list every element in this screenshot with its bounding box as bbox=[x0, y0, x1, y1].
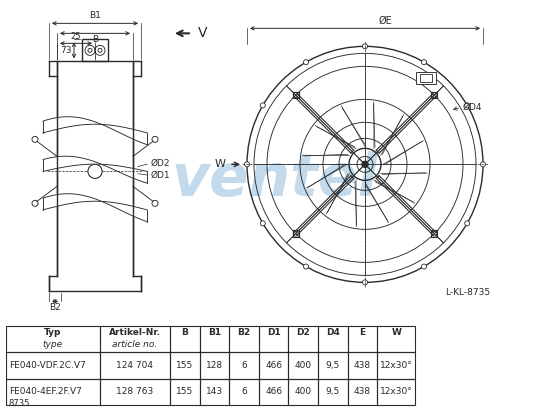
Text: 400: 400 bbox=[295, 361, 312, 370]
Circle shape bbox=[245, 162, 250, 167]
Circle shape bbox=[362, 280, 367, 285]
Text: 12x30°: 12x30° bbox=[380, 361, 412, 370]
Text: 466: 466 bbox=[265, 387, 282, 396]
Bar bbox=[289, 378, 318, 405]
Text: 143: 143 bbox=[206, 387, 223, 396]
Text: 438: 438 bbox=[354, 387, 371, 396]
Text: 124 704: 124 704 bbox=[117, 361, 153, 370]
Bar bbox=[100, 352, 170, 378]
Bar bbox=[200, 378, 229, 405]
Bar bbox=[170, 378, 200, 405]
Bar bbox=[377, 352, 415, 378]
Text: L-KL-8735: L-KL-8735 bbox=[445, 288, 490, 298]
Text: Typ: Typ bbox=[44, 328, 62, 337]
Text: B1: B1 bbox=[89, 11, 101, 20]
Circle shape bbox=[465, 103, 470, 108]
Bar bbox=[100, 378, 170, 405]
Circle shape bbox=[362, 161, 368, 167]
Text: ØD2: ØD2 bbox=[151, 159, 170, 168]
Bar bbox=[200, 352, 229, 378]
Circle shape bbox=[88, 164, 102, 178]
Text: 466: 466 bbox=[265, 361, 282, 370]
Text: ØD1: ØD1 bbox=[151, 171, 170, 180]
Text: FE040-VDF.2C.V7: FE040-VDF.2C.V7 bbox=[9, 361, 86, 370]
Bar bbox=[348, 326, 377, 352]
Text: 8735: 8735 bbox=[8, 399, 30, 408]
Text: type: type bbox=[42, 340, 63, 349]
Text: D2: D2 bbox=[296, 328, 310, 337]
Text: ØE: ØE bbox=[378, 15, 392, 25]
Bar bbox=[318, 352, 348, 378]
Text: ventel: ventel bbox=[172, 151, 378, 208]
Text: B1: B1 bbox=[208, 328, 221, 337]
Bar bbox=[416, 71, 436, 83]
Bar bbox=[348, 352, 377, 378]
Bar bbox=[100, 326, 170, 352]
Text: B2: B2 bbox=[238, 328, 251, 337]
Circle shape bbox=[88, 164, 102, 178]
Bar bbox=[318, 378, 348, 405]
Circle shape bbox=[260, 221, 265, 226]
Text: B2: B2 bbox=[49, 303, 61, 312]
Polygon shape bbox=[43, 117, 147, 144]
Bar bbox=[420, 73, 432, 81]
Text: 155: 155 bbox=[176, 387, 194, 396]
Circle shape bbox=[260, 103, 265, 108]
Text: 128: 128 bbox=[206, 361, 223, 370]
Bar bbox=[259, 352, 289, 378]
Circle shape bbox=[362, 44, 367, 49]
Bar bbox=[318, 326, 348, 352]
Bar bbox=[200, 326, 229, 352]
Text: 73: 73 bbox=[60, 46, 72, 55]
Text: 438: 438 bbox=[354, 361, 371, 370]
Text: 6: 6 bbox=[241, 361, 247, 370]
Bar bbox=[170, 326, 200, 352]
Text: ØD4: ØD4 bbox=[462, 103, 482, 112]
Bar bbox=[229, 326, 259, 352]
Bar bbox=[377, 378, 415, 405]
Circle shape bbox=[421, 264, 426, 269]
Text: 25: 25 bbox=[71, 32, 81, 42]
Bar bbox=[82, 39, 108, 61]
Text: FE040-4EF.2F.V7: FE040-4EF.2F.V7 bbox=[9, 387, 82, 396]
Text: B: B bbox=[92, 35, 98, 44]
Bar bbox=[6, 352, 100, 378]
Text: D1: D1 bbox=[267, 328, 280, 337]
Circle shape bbox=[304, 60, 309, 65]
Bar bbox=[289, 326, 318, 352]
Bar bbox=[259, 378, 289, 405]
Bar bbox=[170, 352, 200, 378]
Circle shape bbox=[481, 162, 486, 167]
Text: W: W bbox=[215, 159, 226, 169]
Polygon shape bbox=[43, 194, 147, 222]
Bar bbox=[6, 378, 100, 405]
Bar bbox=[229, 378, 259, 405]
Text: 155: 155 bbox=[176, 361, 194, 370]
Bar bbox=[289, 352, 318, 378]
Text: article no.: article no. bbox=[112, 340, 157, 349]
Circle shape bbox=[421, 60, 426, 65]
Text: B: B bbox=[182, 328, 188, 337]
Text: 12x30°: 12x30° bbox=[380, 387, 412, 396]
Text: 9,5: 9,5 bbox=[326, 387, 340, 396]
Text: W: W bbox=[392, 328, 401, 337]
Circle shape bbox=[304, 264, 309, 269]
Bar bbox=[6, 326, 100, 352]
Text: 400: 400 bbox=[295, 387, 312, 396]
Text: 9,5: 9,5 bbox=[326, 361, 340, 370]
Text: 128 763: 128 763 bbox=[116, 387, 153, 396]
Text: D4: D4 bbox=[326, 328, 340, 337]
Text: 6: 6 bbox=[241, 387, 247, 396]
Bar bbox=[259, 326, 289, 352]
Text: Artikel-Nr.: Artikel-Nr. bbox=[109, 328, 161, 337]
Circle shape bbox=[465, 221, 470, 226]
Bar bbox=[229, 352, 259, 378]
Text: E: E bbox=[360, 328, 366, 337]
Text: V: V bbox=[198, 26, 207, 40]
Bar bbox=[348, 378, 377, 405]
Polygon shape bbox=[43, 156, 147, 183]
Bar bbox=[377, 326, 415, 352]
